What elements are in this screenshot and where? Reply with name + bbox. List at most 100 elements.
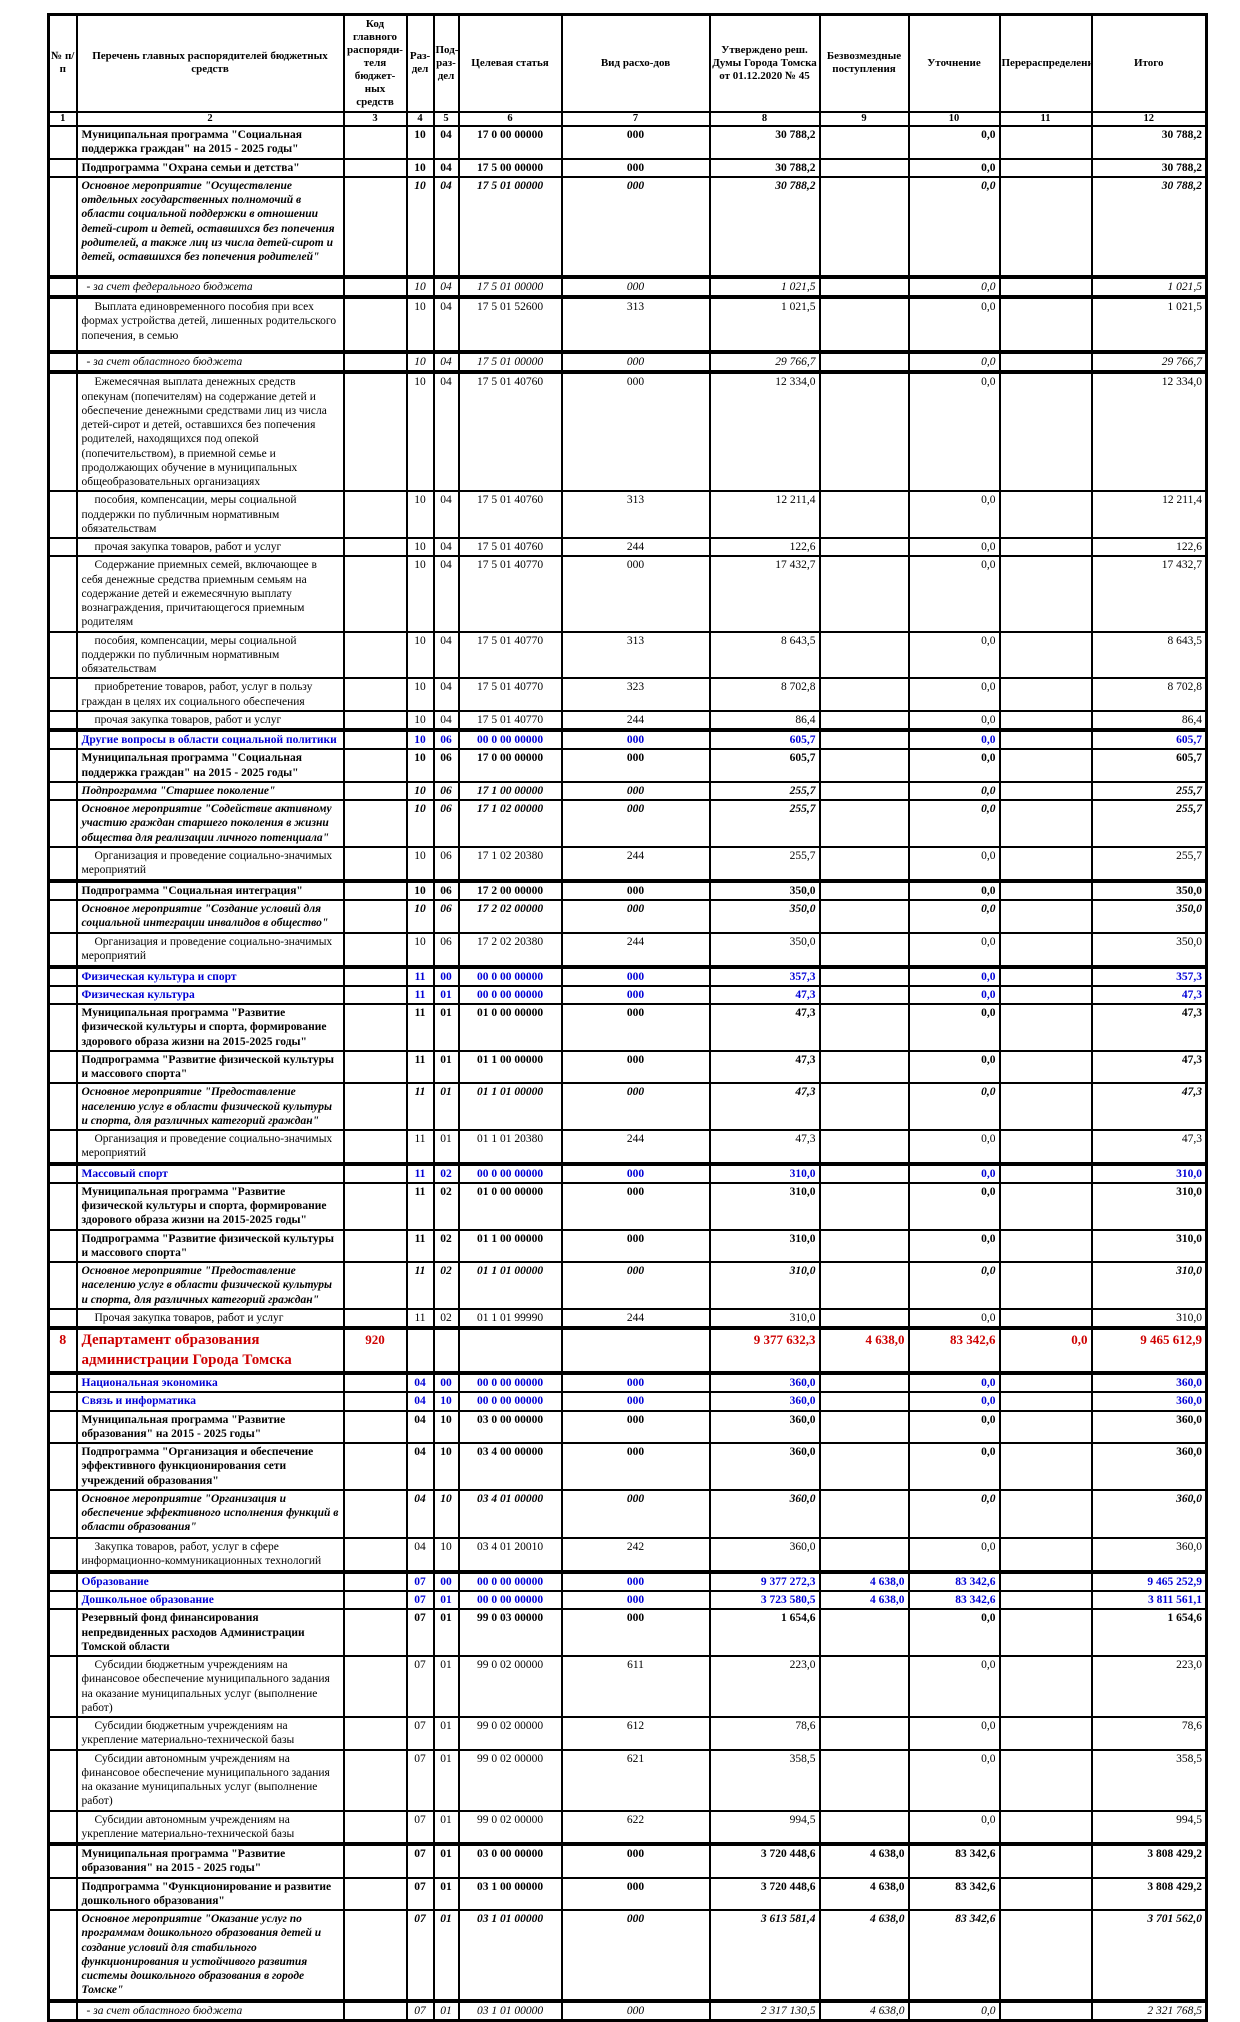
cell-utochnenie: 0,0 (907, 677, 1001, 712)
cell-name: Выплата единовременного пособия при всех… (75, 295, 345, 354)
cell-approved: 1 021,5 (708, 274, 821, 299)
cell-csr: 17 2 00 00000 (457, 878, 563, 902)
cell-razdel: 07 (405, 1842, 435, 1879)
table-row: Основное мероприятие "Оказание услуг по … (47, 1909, 1208, 2002)
cell-name: Субсидии бюджетным учреждениям на укрепл… (75, 1716, 345, 1751)
cell-utochnenie: 83 342,6 (907, 1842, 1001, 1879)
cell-grbs-code (342, 1909, 408, 2002)
cell-name: Подпрограмма "Старшее поколение" (75, 780, 345, 802)
cell-bezvozmezdnye (818, 1261, 910, 1310)
cell-pereraspredelenie (998, 125, 1093, 160)
cell-vid-rashodov: 000 (560, 1161, 711, 1184)
cell-razdel: 04 (405, 1409, 435, 1445)
cell-podrazdel: 01 (432, 1716, 460, 1751)
cell-grbs-code (342, 799, 408, 848)
header-podrazdel: Под-раз-дел (432, 13, 460, 113)
cell-name: Закупка товаров, работ, услуг в сфере ин… (75, 1536, 345, 1573)
cell-razdel: 11 (405, 1082, 435, 1132)
colnum-3: 3 (342, 110, 408, 128)
cell-approved: 310,0 (708, 1161, 821, 1184)
table-row: Основное мероприятие "Организация и обес… (47, 1488, 1208, 1539)
cell-approved: 122,6 (708, 537, 821, 558)
cell-itogo: 78,6 (1090, 1716, 1208, 1751)
cell-pereraspredelenie (998, 899, 1093, 934)
cell-razdel: 10 (405, 490, 435, 540)
cell-grbs-code (342, 1003, 408, 1052)
cell-bezvozmezdnye (818, 490, 910, 540)
cell-itogo: 30 788,2 (1090, 175, 1208, 278)
cell-bezvozmezdnye (818, 964, 910, 987)
cell-utochnenie: 0,0 (907, 1409, 1001, 1445)
cell-podrazdel: 04 (432, 350, 460, 374)
cell-podrazdel: 10 (432, 1391, 460, 1412)
cell-utochnenie: 0,0 (907, 1536, 1001, 1573)
cell-grbs-code (342, 845, 408, 882)
cell-name: Организация и проведение социально-значи… (75, 1129, 345, 1165)
cell-name: Основное мероприятие "Содействие активно… (75, 799, 345, 848)
cell-razdel: 10 (405, 630, 435, 680)
cell-utochnenie: 0,0 (907, 1748, 1001, 1812)
cell-itogo: 86,4 (1090, 709, 1208, 732)
table-row: Основное мероприятие "Предоставление нас… (47, 1082, 1208, 1132)
cell-approved: 310,0 (708, 1181, 821, 1231)
cell-vid-rashodov: 621 (560, 1748, 711, 1812)
table-row: пособия, компенсации, меры социальной по… (47, 630, 1208, 680)
cell-razdel: 10 (405, 931, 435, 968)
cell-vid-rashodov: 000 (560, 1998, 711, 2022)
cell-grbs-code (342, 490, 408, 540)
cell-bezvozmezdnye (818, 677, 910, 712)
cell-csr: 17 5 01 00000 (457, 350, 563, 374)
cell-csr: 03 4 01 00000 (457, 1488, 563, 1539)
cell-itogo: 358,5 (1090, 1748, 1208, 1812)
cell-bezvozmezdnye (818, 1391, 910, 1412)
cell-bezvozmezdnye (818, 1181, 910, 1231)
cell-rownum (47, 845, 78, 882)
cell-podrazdel: 01 (432, 1129, 460, 1165)
table-row: Резервный фонд финансирования непредвиде… (47, 1608, 1208, 1658)
cell-approved: 360,0 (708, 1409, 821, 1445)
cell-grbs-code (342, 1809, 408, 1846)
cell-csr (457, 1326, 563, 1375)
cell-vid-rashodov: 000 (560, 1261, 711, 1310)
cell-rownum (47, 370, 78, 493)
cell-vid-rashodov: 000 (560, 1409, 711, 1445)
cell-podrazdel: 06 (432, 728, 460, 751)
cell-grbs-code (342, 1748, 408, 1812)
cell-pereraspredelenie (998, 1161, 1093, 1184)
cell-grbs-code (342, 1876, 408, 1912)
cell-rownum (47, 157, 78, 178)
cell-approved: 30 788,2 (708, 175, 821, 278)
cell-approved: 3 613 581,4 (708, 1909, 821, 2002)
cell-vid-rashodov: 244 (560, 709, 711, 732)
cell-rownum (47, 537, 78, 558)
cell-podrazdel: 06 (432, 799, 460, 848)
cell-approved: 9 377 272,3 (708, 1569, 821, 1593)
cell-grbs-code (342, 537, 408, 558)
cell-name: Дошкольное образование (75, 1590, 345, 1611)
table-row: Субсидии автономным учреждениям на финан… (47, 1748, 1208, 1812)
cell-itogo: 360,0 (1090, 1442, 1208, 1491)
cell-bezvozmezdnye: 4 638,0 (818, 1326, 910, 1375)
header-bezvozmezdnye: Безвозмездные поступления (818, 13, 910, 113)
cell-name: Подпрограмма "Социальная интеграция" (75, 878, 345, 902)
cell-itogo: 360,0 (1090, 1488, 1208, 1539)
cell-grbs-code (342, 709, 408, 732)
cell-podrazdel: 00 (432, 1371, 460, 1394)
cell-bezvozmezdnye (818, 1003, 910, 1052)
cell-pereraspredelenie (998, 1569, 1093, 1593)
cell-itogo: 360,0 (1090, 1391, 1208, 1412)
cell-vid-rashodov: 000 (560, 1876, 711, 1912)
cell-rownum (47, 964, 78, 987)
cell-csr: 17 5 01 00000 (457, 175, 563, 278)
header-utochnenie: Уточнение (907, 13, 1001, 113)
cell-csr: 01 1 01 00000 (457, 1082, 563, 1132)
cell-vid-rashodov: 000 (560, 878, 711, 902)
cell-csr: 17 0 00 00000 (457, 748, 563, 783)
cell-approved: 9 377 632,3 (708, 1326, 821, 1375)
cell-approved: 360,0 (708, 1391, 821, 1412)
cell-name: приобретение товаров, работ, услуг в пол… (75, 677, 345, 712)
cell-utochnenie: 0,0 (907, 748, 1001, 783)
cell-itogo: 2 321 768,5 (1090, 1998, 1208, 2022)
cell-name: Организация и проведение социально-значи… (75, 845, 345, 882)
cell-rownum (47, 780, 78, 802)
